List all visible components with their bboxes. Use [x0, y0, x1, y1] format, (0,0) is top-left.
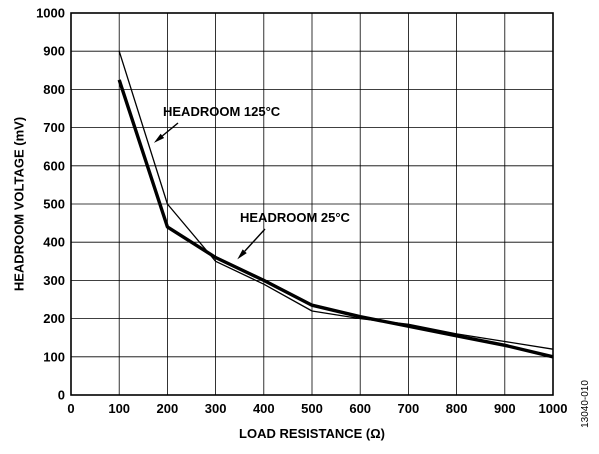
x-tick-label: 0 [67, 401, 74, 416]
x-tick-label: 400 [253, 401, 275, 416]
annotation-leader-line [161, 122, 179, 137]
y-tick-label: 200 [43, 311, 65, 326]
series-layer [117, 51, 554, 359]
grid-layer [71, 13, 553, 395]
x-tick-label: 500 [301, 401, 323, 416]
figure-id-label: 13040-010 [580, 380, 591, 428]
x-tick-label: 800 [446, 401, 468, 416]
x-tick-label: 100 [108, 401, 130, 416]
y-axis-title: HEADROOM VOLTAGE (mV) [11, 117, 26, 291]
annotation-leader-line [244, 228, 266, 252]
x-tick-label: 900 [494, 401, 516, 416]
y-tick-label: 100 [43, 349, 65, 364]
y-tick-label: 0 [58, 388, 65, 403]
y-tick-label: 300 [43, 273, 65, 288]
x-axis-title: LOAD RESISTANCE (Ω) [239, 426, 385, 441]
y-tick-label: 1000 [36, 6, 65, 21]
y-tick-label: 400 [43, 235, 65, 250]
x-tick-label: 1000 [539, 401, 568, 416]
y-tick-label: 500 [43, 197, 65, 212]
annotation-arrowhead [153, 133, 165, 143]
y-tick-label: 600 [43, 158, 65, 173]
plot-frame [70, 12, 554, 396]
x-tick-label: 600 [349, 401, 371, 416]
x-tick-label: 300 [205, 401, 227, 416]
annotation-arrowhead [237, 249, 247, 260]
annotation-label: HEADROOM 125°C [163, 104, 281, 119]
y-tick-label: 800 [43, 82, 65, 97]
tick-layer: 0 100 200 300 400 500 600 700 800 900 1000 0 100 200 3… [36, 6, 567, 417]
x-tick-label: 700 [398, 401, 420, 416]
y-tick-label: 700 [43, 120, 65, 135]
annotation-layer: HEADROOM 125°C HEADROOM 25°C [153, 104, 351, 260]
y-tick-label: 900 [43, 44, 65, 59]
series-line [118, 51, 554, 350]
annotation-label: HEADROOM 25°C [240, 210, 351, 225]
series-line [117, 79, 554, 359]
x-tick-label: 200 [157, 401, 179, 416]
